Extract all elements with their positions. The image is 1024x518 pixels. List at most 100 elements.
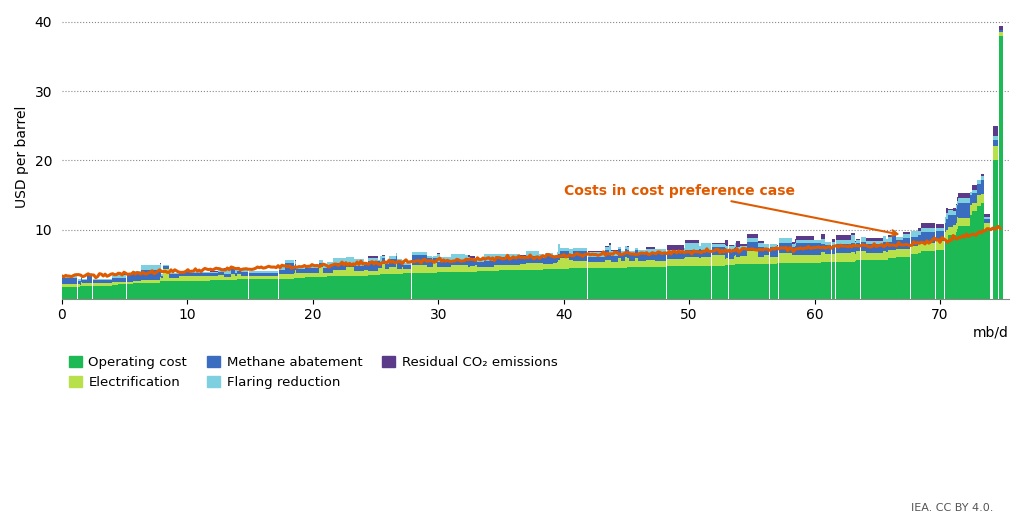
Bar	[346, 276, 354, 299]
Bar	[218, 268, 224, 271]
Bar	[558, 260, 560, 269]
Bar	[984, 223, 990, 229]
Bar	[889, 242, 892, 250]
Bar	[701, 257, 712, 266]
Bar	[81, 276, 82, 278]
Bar	[397, 261, 401, 269]
Bar	[698, 266, 701, 299]
Bar	[958, 198, 970, 203]
Bar	[635, 250, 638, 258]
Bar	[698, 250, 701, 257]
Bar	[622, 268, 625, 299]
Bar	[588, 263, 604, 268]
Bar	[970, 215, 972, 299]
Bar	[746, 242, 758, 251]
Bar	[279, 270, 285, 274]
Bar	[294, 266, 296, 268]
Bar	[618, 258, 621, 268]
Bar	[573, 251, 588, 261]
Bar	[889, 237, 892, 242]
Bar	[728, 247, 734, 251]
Bar	[218, 275, 224, 280]
Bar	[970, 192, 972, 195]
Bar	[484, 267, 494, 271]
Bar	[389, 259, 396, 267]
Bar	[385, 274, 389, 299]
Bar	[814, 254, 820, 263]
Bar	[437, 267, 440, 272]
Bar	[856, 243, 860, 251]
Bar	[889, 258, 892, 299]
Bar	[759, 241, 764, 243]
Bar	[437, 254, 440, 263]
Bar	[81, 282, 82, 286]
Bar	[236, 280, 238, 299]
Bar	[972, 193, 977, 203]
Bar	[944, 241, 945, 299]
Bar	[133, 271, 140, 274]
Bar	[557, 255, 558, 262]
Bar	[770, 247, 776, 257]
Bar	[249, 273, 279, 276]
Bar	[402, 265, 412, 269]
Bar	[161, 276, 163, 278]
Bar	[655, 261, 667, 267]
Bar	[231, 267, 236, 269]
Bar	[892, 250, 896, 258]
Bar	[981, 180, 984, 194]
Bar	[981, 174, 984, 177]
Bar	[609, 245, 611, 253]
Bar	[860, 237, 866, 242]
Bar	[896, 257, 903, 299]
Bar	[475, 271, 476, 299]
Text: Costs in cost preference case: Costs in cost preference case	[563, 184, 897, 236]
Bar	[560, 251, 569, 258]
Bar	[437, 252, 440, 254]
Bar	[919, 231, 922, 235]
Bar	[726, 251, 728, 258]
Bar	[910, 231, 919, 237]
Bar	[777, 245, 778, 246]
Bar	[62, 275, 78, 276]
Bar	[396, 261, 397, 274]
Bar	[364, 264, 368, 265]
Bar	[385, 269, 389, 274]
Bar	[866, 241, 883, 244]
Bar	[333, 270, 346, 276]
Bar	[778, 243, 792, 253]
Bar	[520, 264, 525, 270]
Bar	[465, 266, 468, 272]
Bar	[746, 264, 758, 299]
Bar	[618, 247, 621, 249]
Legend: Operating cost, Electrification, Methane abatement, Flaring reduction, Residual : Operating cost, Electrification, Methane…	[69, 356, 558, 389]
Bar	[740, 243, 746, 246]
Bar	[627, 246, 629, 247]
Bar	[764, 244, 769, 248]
Bar	[792, 263, 796, 299]
Bar	[740, 256, 746, 264]
Bar	[364, 265, 368, 270]
Bar	[119, 278, 126, 282]
Bar	[735, 247, 740, 250]
Bar	[163, 269, 169, 281]
Bar	[944, 232, 945, 241]
Bar	[948, 210, 953, 215]
Bar	[886, 239, 888, 242]
Bar	[526, 263, 539, 270]
Bar	[588, 252, 604, 256]
Bar	[701, 243, 712, 250]
Bar	[883, 236, 886, 242]
Bar	[249, 279, 279, 299]
Bar	[977, 195, 981, 206]
Bar	[936, 250, 944, 299]
Bar	[385, 261, 389, 264]
Bar	[945, 219, 948, 231]
Bar	[569, 268, 573, 299]
Bar	[972, 211, 977, 299]
Bar	[87, 275, 92, 283]
Bar	[557, 262, 558, 269]
Bar	[440, 256, 451, 262]
Bar	[609, 243, 611, 245]
Bar	[992, 136, 997, 139]
Bar	[470, 272, 475, 299]
